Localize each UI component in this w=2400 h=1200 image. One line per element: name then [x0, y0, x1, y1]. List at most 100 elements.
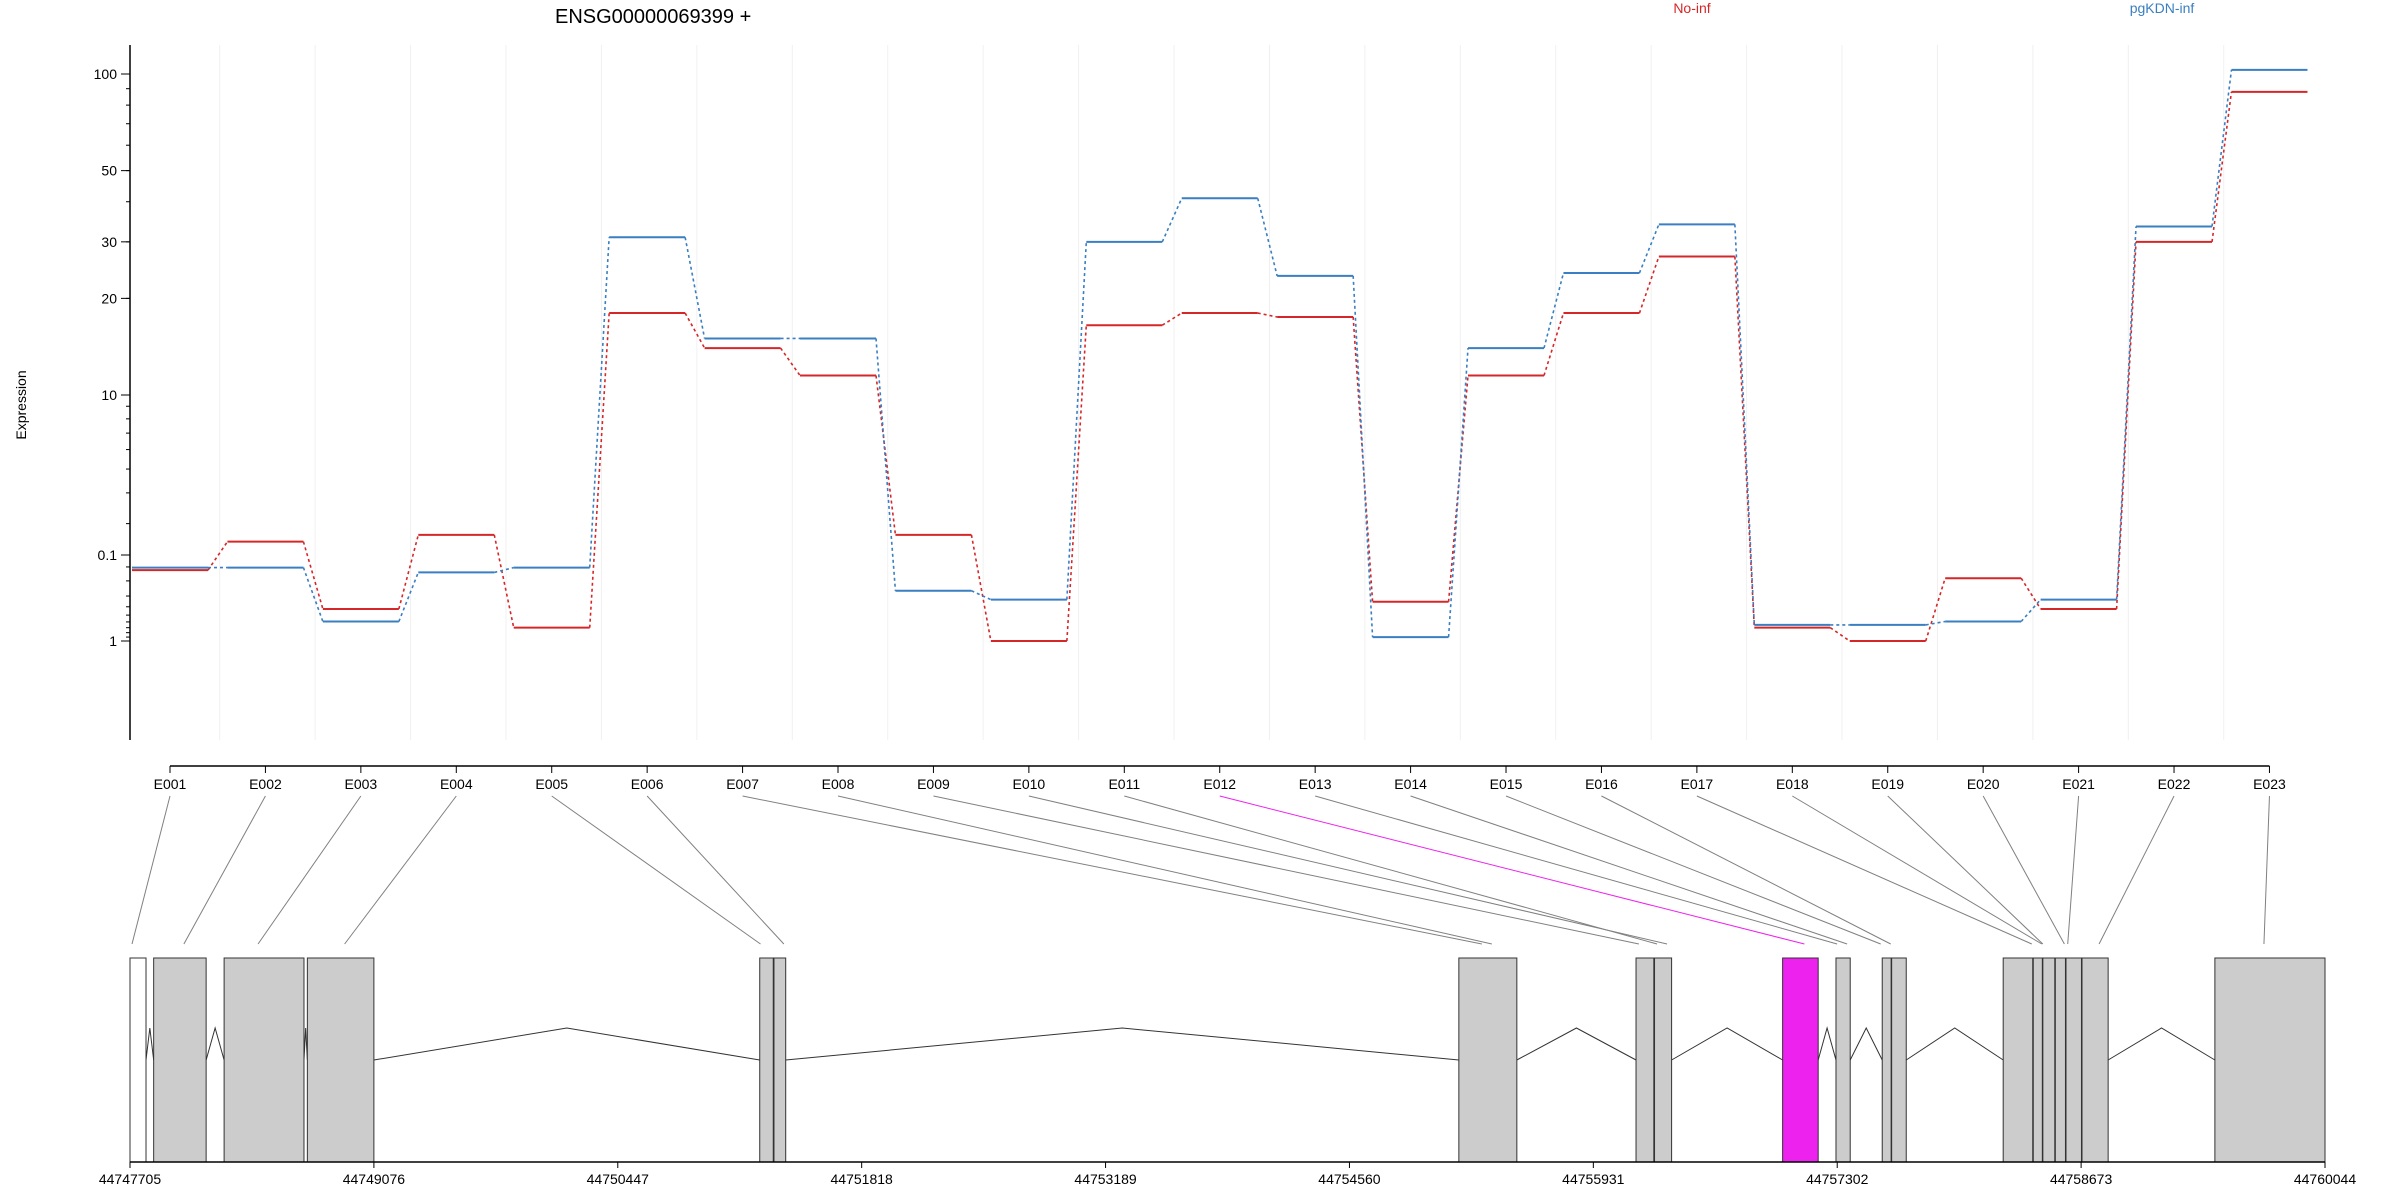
legend: No-inf pgKDN-inf: [1673, 0, 2194, 16]
series-connector: [2020, 577, 2042, 610]
coordinate-axis: 44747705 44749076 44750447 44751818 44753189…: [99, 1161, 2356, 1187]
x-tick-label: E019: [1871, 776, 1904, 792]
series-connector: [1161, 197, 1183, 243]
series-connector: [1543, 312, 1565, 376]
x-tick-label: E001: [154, 776, 187, 792]
exon-connector: [742, 795, 1482, 945]
x-tick-label: E017: [1681, 776, 1714, 792]
series-connector: [1543, 272, 1565, 349]
x-tick-label: E006: [631, 776, 664, 792]
series-connector: [1447, 348, 1469, 638]
gene-track: [129, 957, 2326, 1163]
y-tick-label: 50: [101, 163, 117, 179]
exon-box: [2002, 957, 2034, 1163]
x-tick-label: E004: [440, 776, 473, 792]
series-connector: [398, 534, 420, 610]
y-tick-label: 1: [109, 633, 117, 649]
series-connector: [2211, 69, 2233, 227]
coordinate-tick-label: 44749076: [343, 1171, 406, 1187]
series-connector: [2020, 599, 2042, 623]
exon-connector: [183, 795, 266, 945]
exon-box: [129, 957, 147, 1163]
series-connector: [302, 567, 324, 622]
exon-box: [153, 957, 207, 1163]
series-connector: [1924, 577, 1946, 642]
intron: [2107, 1027, 2216, 1061]
exon-box: [2054, 957, 2066, 1163]
series-connector: [1734, 256, 1756, 628]
exon-connector: [131, 795, 171, 945]
exon-connector: [1124, 795, 1658, 945]
intron: [785, 1027, 1459, 1061]
x-tick-label: E003: [345, 776, 378, 792]
x-tick-label: E007: [726, 776, 759, 792]
series-pgkdn-inf: [132, 68, 2308, 639]
series-connector: [1066, 241, 1088, 600]
exon-box: [1835, 957, 1851, 1163]
exon-box: [759, 957, 774, 1163]
y-tick-label: 20: [101, 290, 117, 306]
coordinate-tick-label: 44758673: [2050, 1171, 2113, 1187]
intron: [205, 1026, 225, 1061]
series-connector: [1734, 224, 1756, 625]
series-connector: [1066, 325, 1088, 642]
series-connector: [207, 541, 229, 571]
exon-connector: [2098, 795, 2175, 945]
intron: [145, 1027, 155, 1061]
exon-box: [773, 957, 787, 1163]
y-tick-label: 100: [94, 66, 118, 82]
series-connector: [1638, 256, 1660, 314]
exon-connector: [933, 795, 1640, 945]
coordinate-tick-label: 44751818: [831, 1171, 894, 1187]
exon-box: [1635, 957, 1655, 1163]
exon-box: [1891, 957, 1907, 1163]
series-no-inf: [132, 90, 2308, 642]
x-tick-label: E023: [2253, 776, 2286, 792]
intron: [373, 1027, 760, 1061]
exon-connector: [1601, 795, 1891, 945]
intron: [1849, 1026, 1883, 1061]
y-tick-label: 30: [101, 234, 117, 250]
exon-box: [1654, 957, 1673, 1163]
x-tick-label: E018: [1776, 776, 1809, 792]
exon-connector: [551, 795, 761, 945]
series-connector: [2115, 226, 2137, 600]
coordinate-tick-label: 44757302: [1806, 1171, 1869, 1187]
exon-connector: [1982, 795, 2065, 945]
x-tick-label: E005: [535, 776, 568, 792]
x-tick-label: E014: [1394, 776, 1427, 792]
series-connector: [684, 237, 706, 339]
x-tick-label: E002: [249, 776, 282, 792]
exon-connector: [344, 795, 457, 945]
series-connector: [1925, 620, 1946, 626]
x-tick-label: E008: [822, 776, 855, 792]
coordinate-tick-label: 44753189: [1074, 1171, 1137, 1187]
series-connector: [588, 237, 610, 568]
y-axis-label: Expression: [13, 370, 29, 439]
exon-connector: [1219, 795, 1805, 945]
exon-box: [2065, 957, 2082, 1163]
exon-connector: [2263, 795, 2270, 945]
series-layer: [132, 68, 2308, 642]
coordinate-tick-label: 44750447: [587, 1171, 650, 1187]
exon-connector: [257, 795, 362, 945]
coordinate-tick-label: 44755931: [1562, 1171, 1625, 1187]
x-axis: E001 E002 E003 E004 E005 E006 E007 E008 E009 E010…: [154, 765, 2286, 792]
exon-connector: [646, 795, 785, 945]
x-tick-label: E013: [1299, 776, 1332, 792]
series-connector: [779, 347, 801, 376]
exon-box: [2032, 957, 2043, 1163]
series-connector: [2211, 91, 2233, 242]
series-connector: [2115, 241, 2137, 609]
series-connector: [971, 590, 992, 601]
series-connector: [398, 572, 420, 622]
grid-lines: [219, 45, 2225, 740]
x-tick-label: E022: [2158, 776, 2191, 792]
intron: [1817, 1026, 1837, 1061]
legend-entry-pgkdn-inf: pgKDN-inf: [2130, 0, 2195, 16]
x-tick-label: E010: [1013, 776, 1046, 792]
series-connector: [1352, 316, 1374, 602]
exon-box: [223, 957, 305, 1163]
series-connector: [493, 534, 515, 628]
